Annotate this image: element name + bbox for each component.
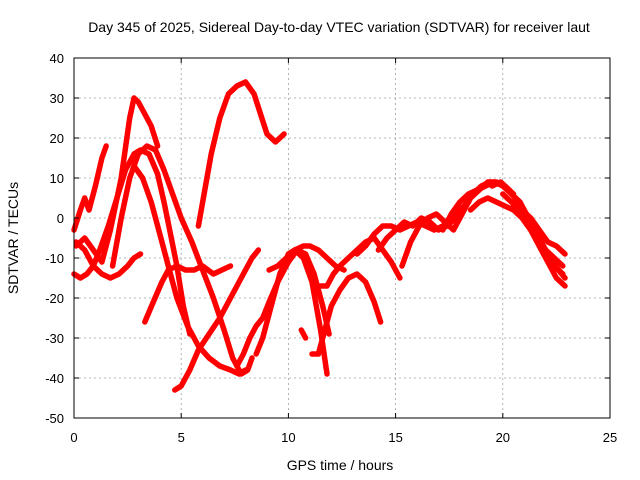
series-line-track-15 bbox=[317, 235, 403, 289]
x-tick-label: 15 bbox=[388, 430, 402, 445]
y-tick-label: -10 bbox=[45, 251, 64, 266]
y-tick-label: -30 bbox=[45, 331, 64, 346]
x-tick-label: 10 bbox=[281, 430, 295, 445]
series-line-track-04 bbox=[73, 239, 144, 281]
y-tick-label: -20 bbox=[45, 291, 64, 306]
series-line-track-20 bbox=[467, 195, 568, 289]
chart-title: Day 345 of 2025, Sidereal Day-to-day VTE… bbox=[88, 19, 590, 35]
y-tick-label: 30 bbox=[50, 91, 64, 106]
x-tick-label: 5 bbox=[178, 430, 185, 445]
y-tick-label: 40 bbox=[50, 51, 64, 66]
y-tick-label: 20 bbox=[50, 131, 64, 146]
series-line-track-07 bbox=[131, 163, 249, 377]
series-line-track-13 bbox=[298, 327, 309, 341]
x-tick-label: 25 bbox=[603, 430, 617, 445]
series-line-track-23 bbox=[510, 203, 568, 257]
y-tick-label: -50 bbox=[45, 411, 64, 426]
series-line-track-03 bbox=[73, 95, 161, 265]
series-line-track-06 bbox=[142, 263, 234, 325]
series-line-track-08 bbox=[172, 247, 262, 393]
axis-ticks: -50 -40 -30 -20 -10 0 10 20 30 40 0 5 10 15 20 25 bbox=[45, 51, 617, 445]
x-tick-label: 0 bbox=[70, 430, 77, 445]
series-line-track-12 bbox=[266, 243, 347, 273]
y-tick-label: -40 bbox=[45, 371, 64, 386]
series-line-track-02 bbox=[71, 147, 193, 337]
y-axis-title: SDTVAR / TECUs bbox=[5, 182, 21, 294]
series-line-track-01 bbox=[71, 143, 109, 233]
y-tick-label: 0 bbox=[57, 211, 64, 226]
plot-frame bbox=[73, 57, 611, 419]
series-group bbox=[71, 79, 568, 393]
series-line-track-14 bbox=[309, 271, 384, 357]
series-line-track-09 bbox=[195, 79, 287, 229]
y-tick-label: 10 bbox=[50, 171, 64, 186]
x-axis-title: GPS time / hours bbox=[287, 457, 394, 473]
x-tick-label: 20 bbox=[496, 430, 510, 445]
